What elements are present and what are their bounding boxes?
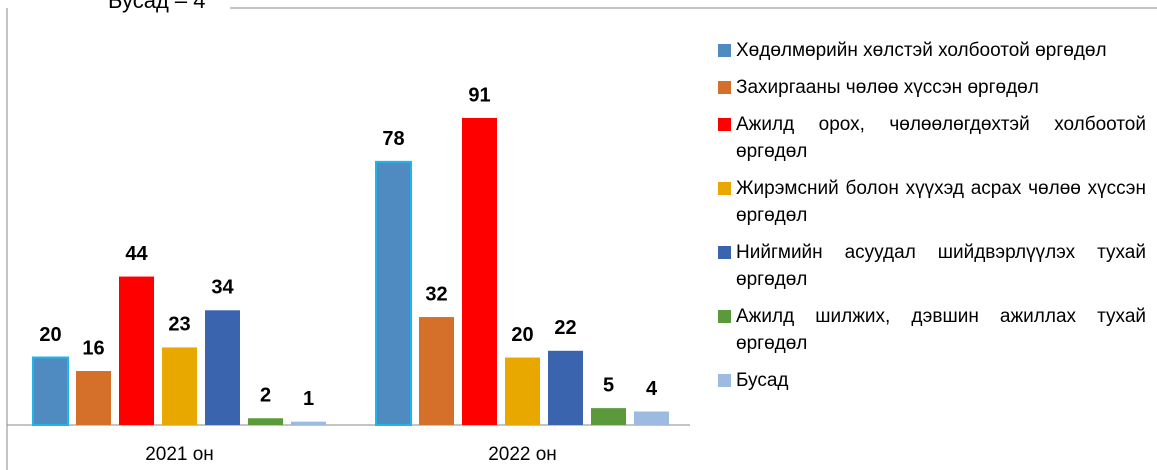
bar [76,371,111,425]
legend-label: Жирэмсний болон хүүхэд асрах чөлөө хүссэ… [736,178,1146,226]
legend-item: Нийгмийн асуудал шийдвэрлүүлэх тухай өрг… [716,239,1146,293]
bar [505,357,540,425]
bar [162,347,197,425]
bar [32,356,69,426]
data-label: 2 [260,385,271,407]
legend-swatch [718,81,731,94]
data-label: 4 [646,378,658,400]
legend-swatch [718,310,731,323]
bar [205,310,240,425]
bar [419,317,454,425]
cropped-text: Бусад – 4 [108,0,205,13]
legend-label: Захиргааны чөлөө хүссэн өргөдөл [736,77,1039,98]
legend-item: Хөдөлмөрийн хөлстэй холбоотой өргөдөл [716,37,1146,64]
data-label: 20 [39,324,61,346]
bar [591,408,626,425]
legend-item: Бусад [716,367,1146,394]
x-tick-label: 2021 он [145,444,214,465]
legend-item: Жирэмсний болон хүүхэд асрах чөлөө хүссэ… [716,175,1146,229]
data-label: 23 [168,314,190,336]
data-label: 5 [603,374,614,396]
legend: Хөдөлмөрийн хөлстэй холбоотой өргөдөл Зах… [716,37,1146,404]
data-label: 1 [303,388,314,410]
legend-label: Ажилд орох, чөлөөлөгдөхтэй холбоотой өрг… [736,114,1146,162]
legend-label: Ажилд шилжих, дэвшин ажиллах тухай өргөд… [736,306,1146,354]
bar [548,350,583,425]
legend-swatch [718,182,731,195]
bar [119,276,154,425]
legend-item: Ажилд орох, чөлөөлөгдөхтэй холбоотой өрг… [716,111,1146,165]
x-tick-label: 2022 он [488,444,557,465]
data-label: 20 [511,324,533,346]
data-label: 91 [468,84,490,106]
data-label: 34 [211,277,234,299]
legend-label: Бусад [736,370,789,391]
bar [462,118,497,425]
legend-item: Ажилд шилжих, дэвшин ажиллах тухай өргөд… [716,303,1146,357]
legend-swatch [718,44,731,57]
data-label: 44 [125,243,148,265]
bar [291,421,326,425]
legend-item: Захиргааны чөлөө хүссэн өргөдөл [716,74,1146,101]
legend-swatch [718,246,731,259]
legend-swatch [718,374,731,387]
legend-label: Хөдөлмөрийн хөлстэй холбоотой өргөдөл [736,40,1107,61]
data-label: 22 [554,317,576,339]
legend-swatch [718,118,731,131]
bar [634,411,669,425]
data-label: 32 [425,283,447,305]
bar [248,418,283,425]
bar [375,160,412,426]
data-label: 78 [382,128,404,150]
legend-label: Нийгмийн асуудал шийдвэрлүүлэх тухай өрг… [736,242,1146,290]
data-label: 16 [82,337,104,359]
